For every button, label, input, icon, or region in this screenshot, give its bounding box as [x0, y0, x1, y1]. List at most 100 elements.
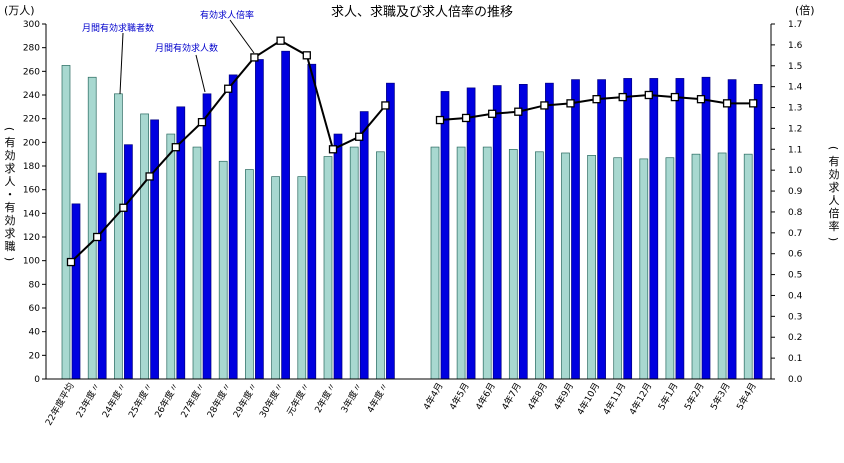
right-axis-char: 倍 [829, 206, 840, 220]
job-openings-bar [753, 83, 763, 380]
job-openings-bar [202, 93, 212, 380]
left-axis-label: (有効求人・有効求職) [3, 127, 16, 261]
x-tick-label: 26年度〃 [152, 381, 182, 420]
x-tick-label: 元年度〃 [284, 381, 312, 418]
job-seekers-bar [561, 152, 570, 380]
x-tick-label: 5年3月 [708, 381, 733, 413]
right-tick-labels: 0.0 0.1 0.2 0.3 0.4 0.5 0.6 0.7 0.8 0.9 1.0 1.1 1.2 1… [788, 20, 803, 385]
left-tick-label: 20 [29, 351, 41, 361]
job-openings-bar [675, 78, 685, 380]
annotation-job-openings: 月間有効求人数 [155, 42, 218, 54]
job-seekers-bar [665, 157, 675, 380]
job-openings-bar [124, 144, 133, 380]
x-tick-label: 4年6月 [473, 381, 498, 413]
left-axis-char: 職 [5, 240, 16, 253]
ratio-point [540, 101, 549, 110]
ratio-point [644, 90, 653, 100]
right-tick-label: 1.2 [788, 124, 802, 134]
job-seekers-bar [349, 146, 359, 380]
x-tick-label: 4年10月 [574, 381, 602, 417]
left-tick-label: 120 [23, 233, 40, 243]
right-axis-char: 求 [829, 181, 840, 194]
ratio-point [276, 36, 285, 45]
right-tick-label: 1.3 [788, 104, 802, 114]
ratio-point [328, 145, 338, 154]
ratio-point [566, 99, 575, 108]
x-tick-label: 4年7月 [499, 381, 524, 413]
ratio-point [435, 115, 445, 125]
right-tick-label: 0.1 [788, 354, 802, 364]
job-seekers-bar [271, 176, 280, 380]
ratio-point [670, 92, 680, 102]
job-seekers-bar [639, 158, 649, 380]
job-openings-bar [727, 79, 737, 380]
right-tick-label: 1.6 [788, 41, 803, 51]
left-axis-char: 求 [5, 162, 16, 175]
job-seekers-bar [192, 146, 202, 380]
x-tick-label: 24年度〃 [99, 381, 129, 420]
job-openings-bar [228, 74, 238, 380]
ratio-point [461, 113, 471, 123]
job-openings-bar [307, 63, 317, 380]
x-tick-labels: 22年度平均23年度〃24年度〃25年度〃26年度〃27年度〃28年度〃29年度… [42, 381, 758, 428]
left-tick-label: 40 [29, 328, 41, 338]
ratio-point [355, 132, 364, 141]
right-tick-label: 0.9 [788, 187, 803, 197]
job-seekers-bar [482, 146, 492, 380]
x-tick-label: 5年4月 [734, 381, 759, 413]
job-seekers-bar [587, 155, 596, 380]
ratio-point [749, 99, 758, 108]
left-tick-labels: 0 20 40 60 80 100 120 140 160 180 200 220 240 260 280 3… [23, 20, 40, 385]
right-tick-label: 0.8 [788, 208, 803, 218]
ratio-point [197, 117, 207, 127]
job-openings-bars [71, 50, 763, 380]
job-seekers-bar [456, 146, 466, 380]
ratio-point [171, 143, 180, 152]
job-seekers-bar [323, 156, 333, 380]
right-axis-char: 人 [829, 194, 840, 207]
ratio-point [488, 109, 497, 118]
ratio-point [722, 99, 732, 108]
job-openings-bar [281, 50, 290, 380]
x-tick-label: 2年度〃 [312, 381, 339, 415]
left-axis-char: 効 [5, 148, 16, 162]
job-openings-bar [701, 76, 711, 380]
left-tick-label: 220 [23, 115, 40, 125]
ratio-point [381, 101, 390, 110]
left-tick-label: 60 [29, 304, 41, 314]
x-tick-label: 4年4月 [420, 381, 445, 413]
x-tick-label: 4年度〃 [364, 381, 391, 415]
job-seekers-bar [87, 76, 97, 380]
job-openings-bar [255, 59, 264, 380]
x-tick-label: 28年度〃 [204, 381, 234, 420]
job-openings-bar [150, 119, 159, 380]
x-tick-label: 4年9月 [551, 381, 576, 413]
job-openings-bar [623, 78, 633, 380]
job-seekers-bar [430, 146, 440, 380]
ratio-point [119, 203, 128, 212]
left-axis-char: ) [3, 257, 16, 261]
right-tick-label: 0.6 [788, 250, 803, 260]
job-openings-bar [386, 82, 395, 380]
job-seekers-bar [743, 153, 753, 380]
ratio-point [250, 53, 259, 62]
job-seekers-bar [717, 152, 727, 380]
left-tick-label: 300 [23, 20, 40, 30]
right-unit-label: (倍) [795, 3, 815, 17]
job-openings-bar [71, 203, 81, 380]
x-tick-label: 23年度〃 [73, 381, 103, 420]
right-tick-label: 1.0 [788, 166, 803, 176]
annotation-job-seekers: 月間有効求職者数 [82, 22, 154, 34]
x-tick-label: 27年度〃 [178, 381, 208, 420]
axes [42, 23, 775, 380]
x-tick-label: 5年1月 [655, 381, 680, 413]
job-seekers-bar [508, 149, 518, 380]
x-tick-label: 3年度〃 [338, 381, 365, 415]
right-axis-char: 率 [829, 219, 840, 233]
job-seekers-bar [218, 160, 228, 380]
x-tick-label: 4年5月 [447, 381, 472, 413]
ratio-point [66, 257, 76, 267]
left-axis-char: 有 [5, 200, 16, 214]
left-axis-char: ・ [5, 188, 16, 201]
job-openings-bar [466, 87, 476, 380]
